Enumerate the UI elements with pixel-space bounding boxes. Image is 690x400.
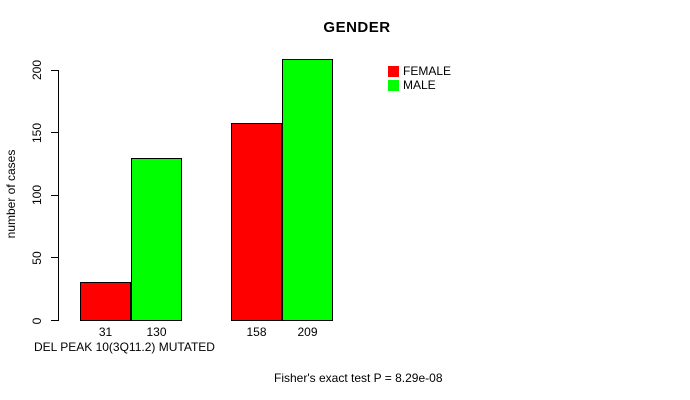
legend-item-female: FEMALE bbox=[388, 65, 451, 77]
legend: FEMALE MALE bbox=[388, 65, 451, 91]
y-tick-mark bbox=[51, 257, 58, 259]
y-tick-mark bbox=[51, 132, 58, 134]
x-axis-title: DEL PEAK 10(3Q11.2) MUTATED bbox=[34, 340, 215, 354]
legend-label-female: FEMALE bbox=[403, 64, 452, 78]
y-tick-label: 50 bbox=[30, 251, 44, 265]
legend-swatch-female bbox=[388, 65, 399, 77]
bar-male-group-2 bbox=[282, 58, 333, 321]
legend-swatch-male bbox=[388, 79, 399, 91]
y-tick-label: 200 bbox=[30, 60, 44, 81]
y-axis-title: number of cases bbox=[4, 149, 18, 239]
legend-item-male: MALE bbox=[388, 79, 451, 91]
y-tick-label: 0 bbox=[30, 317, 44, 324]
chart-title: GENDER bbox=[323, 19, 391, 36]
bar-male-group-1 bbox=[131, 157, 182, 321]
y-tick-label: 100 bbox=[30, 185, 44, 206]
bar-female-group-2 bbox=[231, 122, 282, 321]
y-tick-mark bbox=[51, 320, 58, 321]
bar-value-label: 158 bbox=[246, 325, 267, 339]
bar-female-group-1 bbox=[80, 281, 131, 321]
statistical-test-annotation: Fisher's exact test P = 8.29e-08 bbox=[274, 371, 443, 385]
y-tick-mark bbox=[51, 69, 58, 71]
y-axis-line bbox=[58, 70, 59, 322]
y-tick-mark bbox=[51, 194, 58, 196]
y-tick-label: 150 bbox=[30, 122, 44, 143]
bar-value-label: 130 bbox=[146, 325, 167, 339]
legend-label-male: MALE bbox=[403, 78, 436, 92]
bar-value-label: 31 bbox=[98, 325, 113, 339]
bar-value-label: 209 bbox=[297, 325, 318, 339]
